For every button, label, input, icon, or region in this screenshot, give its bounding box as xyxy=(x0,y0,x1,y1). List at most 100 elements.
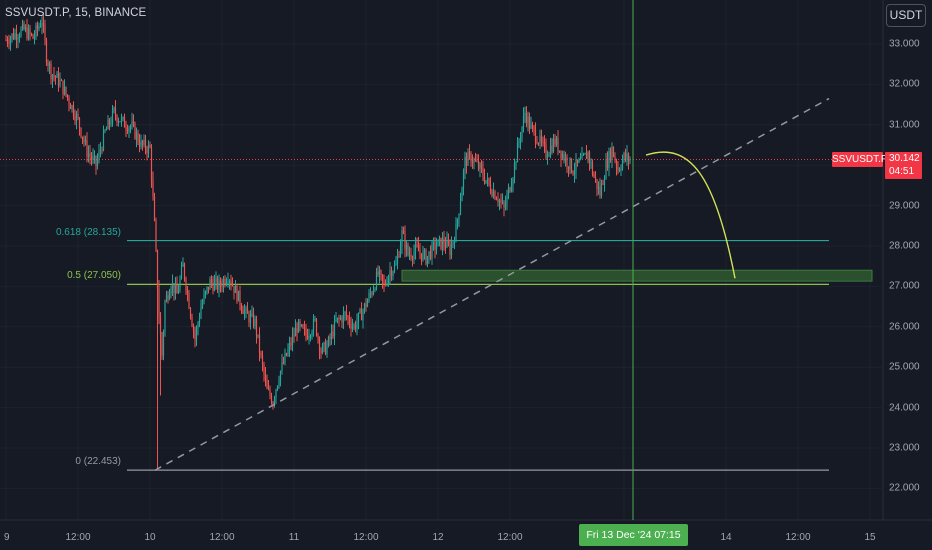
candle-body xyxy=(74,116,76,121)
candle-body xyxy=(209,279,211,290)
candle-body xyxy=(56,73,58,78)
candle-body xyxy=(135,132,138,139)
candle-body xyxy=(468,152,471,154)
candle-body xyxy=(338,317,340,319)
candle-body xyxy=(600,183,603,196)
candle-body xyxy=(552,139,555,152)
candle-body xyxy=(500,200,502,203)
candle-body xyxy=(174,284,177,294)
candle-body xyxy=(54,76,57,78)
candle-body xyxy=(66,94,69,98)
candle-body xyxy=(128,127,130,132)
candle-body xyxy=(431,243,433,259)
candle-body xyxy=(386,283,388,285)
support-zone xyxy=(401,269,873,282)
candle-body xyxy=(312,319,315,333)
candle-body xyxy=(491,191,493,197)
candle-body xyxy=(549,145,552,155)
candle-body xyxy=(80,127,82,137)
candle-body xyxy=(114,108,117,116)
candle-body xyxy=(482,168,484,177)
candle-body xyxy=(395,264,397,266)
candle-body xyxy=(606,160,609,168)
candle-body xyxy=(267,388,270,390)
candle-body xyxy=(384,283,387,285)
candle-body xyxy=(189,308,192,317)
candle-body xyxy=(335,320,337,322)
candle-body xyxy=(515,162,517,164)
candle-body xyxy=(23,23,25,30)
candle-body xyxy=(180,266,183,279)
candle-body xyxy=(38,26,40,29)
candle-body xyxy=(387,276,390,284)
candle-body xyxy=(512,178,514,186)
candle-body xyxy=(572,171,574,175)
currency-button[interactable]: USDT xyxy=(886,4,926,27)
candle-body xyxy=(558,150,561,152)
candle-body xyxy=(260,352,262,356)
candle-body xyxy=(251,313,253,316)
candle-body xyxy=(393,265,396,272)
candle-body xyxy=(140,140,142,147)
candle-body xyxy=(375,271,378,290)
candle-body xyxy=(98,150,100,160)
candle-body xyxy=(14,33,16,39)
candle-body xyxy=(264,374,267,380)
time-tick-label: 9 xyxy=(4,532,10,543)
candle-body xyxy=(6,40,9,43)
candle-body xyxy=(492,191,495,197)
candle-body xyxy=(587,151,589,160)
candle-body xyxy=(363,303,366,312)
candle-body xyxy=(53,74,55,77)
candle-body xyxy=(63,86,66,95)
candle-body xyxy=(501,201,504,203)
symbol-price-tag: SSVUSDT.P xyxy=(832,152,888,167)
candle-body xyxy=(293,335,295,337)
candle-body xyxy=(41,23,43,27)
candle-body xyxy=(291,335,294,346)
candle-body xyxy=(453,241,456,243)
candle-body xyxy=(239,290,241,306)
candle-body xyxy=(215,278,217,282)
candle-body xyxy=(278,381,280,386)
candle-body xyxy=(171,282,174,289)
fib-05-label: 0.5 (27.050) xyxy=(67,270,121,282)
candle-body xyxy=(68,97,70,105)
candle-body xyxy=(60,80,63,82)
candle-body xyxy=(614,156,616,161)
candle-body xyxy=(368,293,370,301)
time-tick-label: 12 xyxy=(432,532,444,543)
candle-body xyxy=(126,129,129,132)
candle-body xyxy=(372,289,375,295)
candle-body xyxy=(158,288,160,317)
candle-body xyxy=(24,27,27,30)
candle-body xyxy=(405,244,408,250)
candle-body xyxy=(257,334,259,336)
candle-body xyxy=(581,154,583,159)
candle-body xyxy=(165,295,168,302)
candle-body xyxy=(624,152,627,159)
candle-body xyxy=(195,328,198,340)
candle-body xyxy=(524,112,526,116)
candle-body xyxy=(353,325,355,327)
candle-body xyxy=(161,333,163,356)
time-tick-label: 14 xyxy=(720,532,732,543)
candle-body xyxy=(242,309,244,314)
candle-body xyxy=(441,238,444,249)
candle-body xyxy=(299,321,301,326)
candle-body xyxy=(95,155,97,167)
candle-body xyxy=(26,27,28,39)
candle-body xyxy=(119,121,121,123)
candle-body xyxy=(380,270,382,275)
candle-body xyxy=(149,144,151,148)
candle-body xyxy=(473,159,475,163)
candle-body xyxy=(597,186,600,189)
last-price-value: 30.142 xyxy=(889,153,920,164)
candle-body xyxy=(467,152,469,166)
candle-body xyxy=(329,337,331,339)
candle-body xyxy=(401,230,403,246)
price-tick-label: 27.000 xyxy=(889,280,920,292)
candle-body xyxy=(77,114,79,118)
